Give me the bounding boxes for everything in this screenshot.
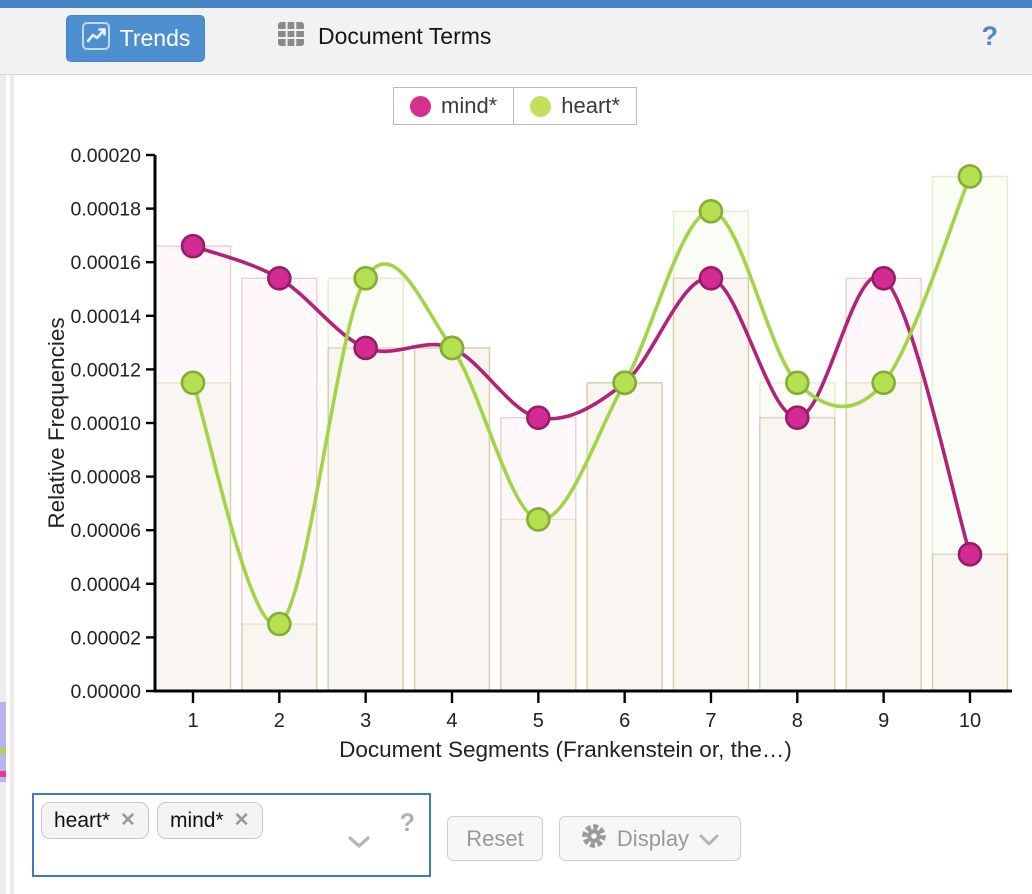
tab-document-terms[interactable]: Document Terms [277,21,491,52]
data-point-mind*[interactable] [180,233,206,259]
reset-button[interactable]: Reset [447,816,543,861]
term-chip-mind-label: mind* [169,808,224,832]
series-bar[interactable] [413,347,491,692]
tab-trends-label: Trends [119,25,191,51]
data-point-heart*[interactable] [871,370,896,396]
term-chip-heart-label: heart* [54,808,111,832]
data-point-heart*[interactable] [267,611,292,637]
display-chevron-icon [699,826,719,852]
y-tick-label: 0.00010 [71,413,142,435]
chart-legend: mind* heart* [393,87,637,125]
terms-dropdown-chevron-icon[interactable] [347,835,371,854]
legend-label-mind: mind* [441,93,498,118]
data-point-mind*[interactable] [957,542,983,567]
y-tick-label: 0.00020 [71,145,142,167]
y-tick-label: 0.00012 [71,359,142,381]
y-tick-label: 0.00006 [71,520,142,542]
legend-item-mind[interactable]: mind* [393,87,515,125]
adjacent-panel-edge [0,75,6,894]
x-tick-label: 5 [533,710,544,732]
y-axis-title: Relative Frequencies [44,317,69,528]
series-bar[interactable] [586,382,663,692]
y-tick-label: 0.00000 [71,681,142,703]
terms-search-input[interactable]: heart* ✕ mind* ✕ ? [32,793,431,877]
trends-chart-icon [81,21,111,56]
series-bar[interactable] [931,175,1009,692]
reset-button-label: Reset [466,825,524,851]
trends-chart-svg: 0.00000 0.00002 0.00004 0.00006 0.00008 0.000… [44,145,1012,762]
legend-dot-heart-icon [530,95,552,117]
trends-chart: 0.00000 0.00002 0.00004 0.00006 0.00008 0.000… [14,75,1032,775]
x-tick-label: 2 [274,710,285,732]
y-tick-label: 0.00018 [71,199,142,221]
legend-label-heart: heart* [561,93,620,118]
adjacent-panel-green-mark [0,748,6,754]
data-point-heart*[interactable] [526,507,551,532]
data-point-heart*[interactable] [698,198,724,224]
data-point-heart*[interactable] [957,164,983,189]
x-tick-label: 3 [360,710,371,732]
top-accent-bar [0,0,1032,8]
x-axis-title: Document Segments (Frankenstein or, the…… [339,737,792,762]
series-line-heart* [191,175,972,627]
term-chip-heart[interactable]: heart* ✕ [41,802,149,839]
y-tick-label: 0.00004 [71,574,142,596]
series-bar[interactable] [500,518,577,692]
data-point-mind*[interactable] [698,265,724,291]
data-point-heart*[interactable] [180,370,206,396]
x-tick-label: 7 [705,710,716,732]
table-grid-icon [277,21,305,52]
toolbar: Trends Document Terms ? [0,8,1032,75]
data-point-mind*[interactable] [871,265,896,291]
x-tick-label: 10 [959,710,981,732]
terms-help-icon[interactable]: ? [399,809,415,837]
help-icon[interactable]: ? [981,21,999,51]
adjacent-panel-fragment [0,702,6,782]
tab-trends[interactable]: Trends [66,15,205,62]
series-bar[interactable] [154,382,232,692]
y-tick-label: 0.00008 [71,467,142,489]
panel-divider[interactable] [10,75,14,894]
legend-item-heart[interactable]: heart* [514,87,637,125]
y-tick-label: 0.00002 [71,627,142,649]
data-point-heart*[interactable] [612,370,637,396]
x-tick-label: 1 [187,710,198,732]
data-point-mind*[interactable] [526,405,551,430]
data-point-mind*[interactable] [267,265,292,291]
x-tick-label: 4 [446,710,457,732]
tab-document-terms-label: Document Terms [318,23,492,49]
display-button[interactable]: Display [559,816,741,861]
remove-term-icon[interactable]: ✕ [233,810,250,831]
term-chips: heart* ✕ mind* ✕ [41,802,263,839]
series-bar[interactable] [759,382,836,692]
display-button-label: Display [616,825,690,851]
data-point-mind*[interactable] [785,405,810,430]
gear-icon [581,823,607,855]
x-tick-label: 6 [619,710,630,732]
term-chip-mind[interactable]: mind* ✕ [156,802,263,839]
legend-dot-mind-icon [410,95,431,117]
adjacent-panel-pink-mark [0,771,6,777]
data-point-heart*[interactable] [785,370,810,396]
data-point-heart*[interactable] [353,265,378,291]
y-tick-label: 0.00014 [71,306,142,328]
x-tick-label: 9 [878,710,889,732]
y-tick-label: 0.00016 [71,252,142,274]
series-bar[interactable] [845,382,922,692]
remove-term-icon[interactable]: ✕ [120,810,136,831]
data-point-heart*[interactable] [439,335,465,361]
data-point-mind*[interactable] [353,335,378,361]
x-tick-label: 8 [792,710,803,732]
